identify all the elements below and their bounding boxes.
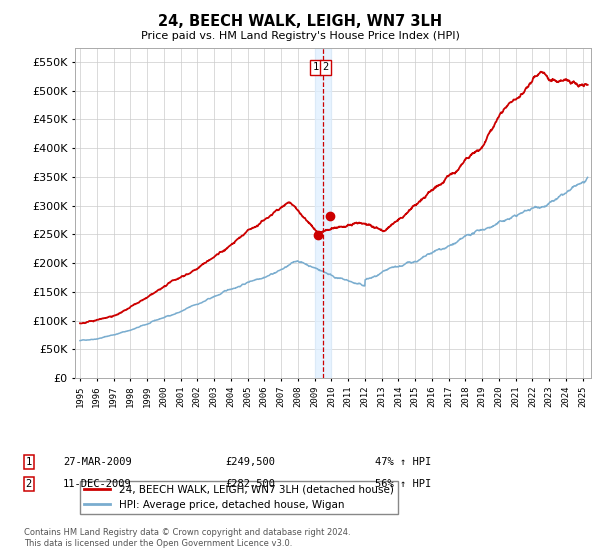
Text: 1: 1 [26, 457, 32, 467]
Text: 11-DEC-2009: 11-DEC-2009 [63, 479, 132, 489]
Text: £249,500: £249,500 [225, 457, 275, 467]
Text: Contains HM Land Registry data © Crown copyright and database right 2024.
This d: Contains HM Land Registry data © Crown c… [24, 528, 350, 548]
Text: £282,500: £282,500 [225, 479, 275, 489]
Text: 1: 1 [312, 62, 319, 72]
Text: 24, BEECH WALK, LEIGH, WN7 3LH: 24, BEECH WALK, LEIGH, WN7 3LH [158, 14, 442, 29]
Text: 47% ↑ HPI: 47% ↑ HPI [375, 457, 431, 467]
Text: 27-MAR-2009: 27-MAR-2009 [63, 457, 132, 467]
Text: 56% ↑ HPI: 56% ↑ HPI [375, 479, 431, 489]
Bar [314, 48, 331, 378]
Text: 2: 2 [322, 62, 329, 72]
Text: 2: 2 [26, 479, 32, 489]
Legend: 24, BEECH WALK, LEIGH, WN7 3LH (detached house), HPI: Average price, detached ho: 24, BEECH WALK, LEIGH, WN7 3LH (detached… [80, 480, 398, 514]
Text: Price paid vs. HM Land Registry's House Price Index (HPI): Price paid vs. HM Land Registry's House … [140, 31, 460, 41]
